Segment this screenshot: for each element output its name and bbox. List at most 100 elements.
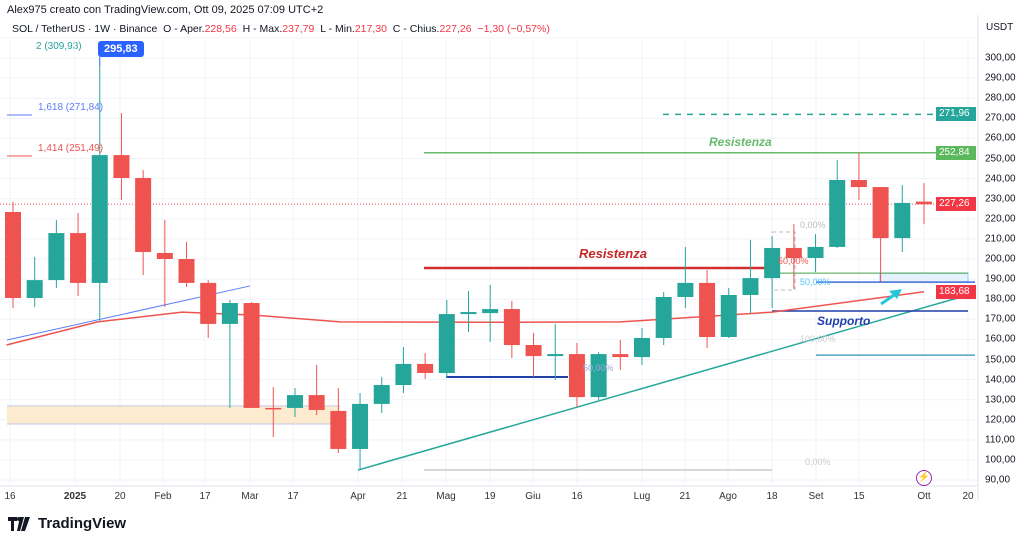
fib-pct-label: 50,00% [583,363,614,373]
time-tick-label: 21 [679,491,691,502]
candle-down [135,177,152,252]
open-label: O - Aper. [163,23,205,35]
price-tick-label: 110,00 [985,434,1015,446]
candle-down [70,233,87,283]
resistance-label-red: Resistenza [579,246,647,261]
candle-up [829,180,846,247]
candle-down [612,354,629,358]
candle-up [807,246,824,258]
candle-down [200,282,217,324]
candle-up [634,337,651,358]
open-value: 228,56 [204,23,237,35]
tradingview-logo: TradingView [8,515,126,532]
price-label: 227,26 [936,197,976,212]
close-value: 227,26 [439,23,472,35]
time-tick-label: Feb [154,491,172,502]
price-tick-label: 250,00 [985,153,1016,164]
time-tick-label: 2025 [63,491,87,502]
candle-up [590,354,607,398]
candle-down [113,155,130,178]
price-label: 183,68 [936,284,976,299]
candle-down [178,259,195,283]
price-label: 252,84 [936,145,976,160]
time-tick-label: Ago [719,491,737,502]
candle-up [677,282,694,297]
fib-pct-label: 0,00% [800,220,826,230]
price-tick-label: 220,00 [985,213,1016,225]
time-tick-label: 19 [484,491,496,502]
brand-name: TradingView [38,515,127,532]
demand-zone [7,405,340,425]
price-tick-label: 100,00 [985,454,1016,466]
candle-down [330,410,347,449]
candle-up [547,354,564,357]
change-value: −1,30 (−0,57%) [477,23,550,35]
time-tick-label: 15 [853,491,865,502]
price-tick-label: 170,00 [985,313,1016,325]
symbol-title[interactable]: SOL / TetherUS · 1W · Binance [12,23,158,35]
high-value: 237,79 [282,23,315,35]
resistance-label-green: Resistenza [709,135,772,149]
fib-pct-label: 50,00% [778,256,809,266]
candle-up [894,202,911,239]
lightning-icon[interactable]: ⚡ [916,470,932,486]
time-tick-label: Set [808,491,824,502]
candle-up [482,309,499,314]
time-tick-label: 20 [114,491,126,502]
time-tick-label: Mar [241,491,259,502]
high-label: H - Max. [242,23,283,35]
price-tick-label: 130,00 [985,394,1016,406]
candle-down [785,247,802,258]
candle-down [156,252,173,259]
support-label: Supporto [817,314,871,328]
fib-pct-label: 50,00% [800,277,831,287]
chart-credit: Alex975 creato con TradingView.com, Ott … [7,4,324,16]
candle-up [655,296,672,338]
candle-up [395,363,412,386]
candle-up [352,403,369,449]
price-tick-label: 300,00 [985,52,1016,64]
candle-down [568,354,585,398]
fib-level-2-label: 2 (309,93) [36,41,82,52]
low-label: L - Min. [320,23,355,35]
price-tick-label: 260,00 [985,132,1016,144]
candle-up [764,247,781,279]
time-tick-label: 16 [4,491,16,502]
price-tick-label: 200,00 [985,253,1016,265]
candle-down [243,303,260,408]
candle-down [265,407,282,410]
price-tick-label: 230,00 [985,193,1016,205]
high-callout: 295,83 [98,41,144,57]
price-tick-label: 90,00 [985,474,1011,486]
time-tick-label: Ott [917,491,931,502]
candle-up [720,294,737,337]
uptrend-line [357,292,976,471]
price-tick-label: 290,00 [985,72,1016,84]
price-label: 271,96 [936,107,976,122]
price-tick-label: 270,00 [985,112,1016,124]
close-label: C - Chius. [392,23,440,35]
price-tick-label: 120,00 [985,414,1016,426]
symbol-legend: SOL / TetherUS · 1W · Binance O - Aper.2… [12,23,550,35]
time-tick-label: Lug [633,491,651,502]
time-tick-label: 17 [199,491,211,502]
candle-down [417,363,434,373]
candle-down [699,282,716,337]
candle-up [460,312,477,315]
fib-pct-label: 100,00% [800,334,836,344]
candle-up [221,303,238,324]
time-tick-label: 18 [766,491,778,502]
moving-average-line [6,291,925,346]
candle-up [26,280,43,298]
candle-up [91,155,108,283]
time-tick-label: 21 [396,491,408,502]
fib-box [879,272,969,283]
time-tick-label: 16 [571,491,583,502]
candle-up [438,314,455,373]
time-tick-label: Mag [436,491,456,502]
candle-down [850,180,867,188]
price-tick-label: 240,00 [985,173,1016,185]
candle-up [286,395,303,408]
fib-1618-label: 1,618 (271,84) [38,102,104,113]
